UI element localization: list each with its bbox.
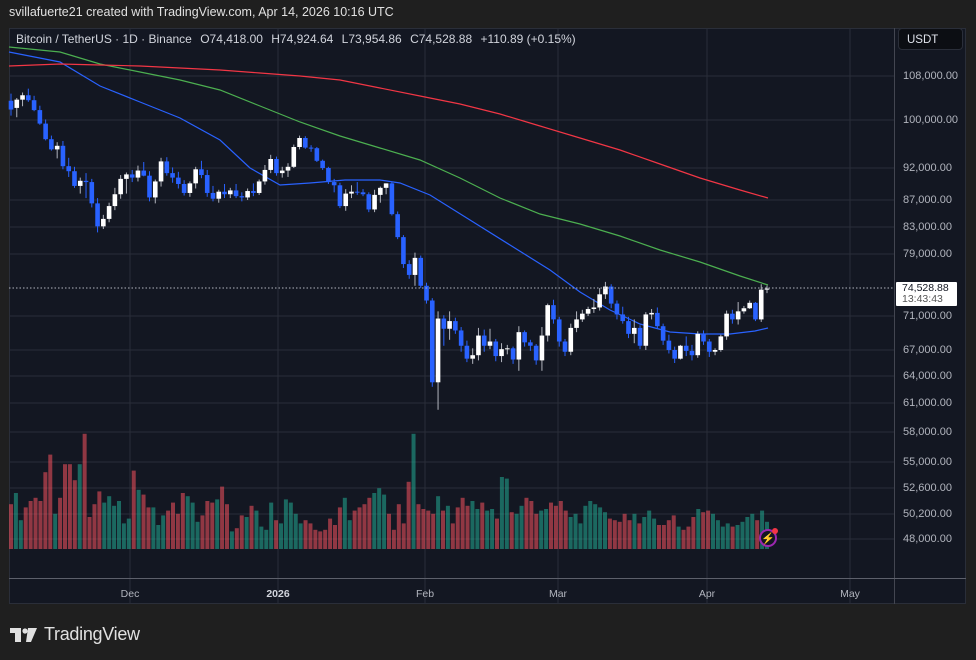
time-tick-label: May [840, 588, 860, 600]
price-tick-label: 71,000.00 [903, 310, 952, 322]
price-tick-label: 64,000.00 [903, 370, 952, 382]
logo-text: TradingView [44, 624, 140, 644]
price-tick-label: 92,000.00 [903, 162, 952, 174]
price-tick-label: 58,000.00 [903, 426, 952, 438]
candlesticks [8, 88, 770, 410]
price-tick-label: 55,000.00 [903, 456, 952, 468]
time-tick-label: 2026 [266, 588, 290, 600]
chart-caption: svillafuerte21 created with TradingView.… [9, 5, 394, 19]
bar-countdown: 13:43:43 [902, 293, 943, 305]
last-price-value: 74,528.88 [902, 282, 949, 294]
price-tick-label: 67,000.00 [903, 344, 952, 356]
notification-dot [772, 528, 778, 534]
price-tick-label: 50,200.00 [903, 508, 952, 520]
time-tick-label: Dec [120, 588, 140, 600]
time-axis-divider [9, 578, 966, 579]
ohlc-close: C74,528.88 [410, 32, 473, 46]
price-tick-label: 87,000.00 [903, 194, 952, 206]
alert-lightning-icon[interactable]: ⚡ [759, 528, 778, 547]
price-change: +110.89 (+0.15%) [480, 32, 576, 46]
tradingview-logo-icon [10, 627, 37, 642]
price-tick-label: 100,000.00 [903, 114, 959, 126]
price-tick-label: 48,000.00 [903, 533, 952, 545]
ohlc-low: L73,954.86 [341, 32, 402, 46]
time-tick-label: Apr [698, 588, 716, 600]
price-axis-divider [894, 28, 895, 604]
time-tick-label: Feb [415, 588, 435, 600]
moving-averages [8, 46, 769, 335]
symbol-legend[interactable]: Bitcoin / TetherUS · 1D · Binance O74,41… [16, 32, 581, 46]
price-tick-label: 83,000.00 [903, 221, 952, 233]
ohlc-high: H74,924.64 [271, 32, 334, 46]
time-tick-label: Mar [548, 588, 568, 600]
grid-lines [9, 28, 894, 604]
currency-button[interactable]: USDT [898, 28, 963, 50]
price-tick-label: 108,000.00 [903, 70, 959, 82]
price-tick-label: 61,000.00 [903, 397, 952, 409]
volume-bars [9, 433, 769, 549]
tradingview-logo: TradingView [10, 624, 140, 645]
last-price-label: 74,528.88 13:43:43 [896, 282, 957, 306]
price-tick-label: 79,000.00 [903, 248, 952, 260]
symbol-name: Bitcoin / TetherUS · 1D · Binance [16, 32, 192, 46]
ohlc-open: O74,418.00 [200, 32, 263, 46]
price-tick-label: 52,600.00 [903, 482, 952, 494]
